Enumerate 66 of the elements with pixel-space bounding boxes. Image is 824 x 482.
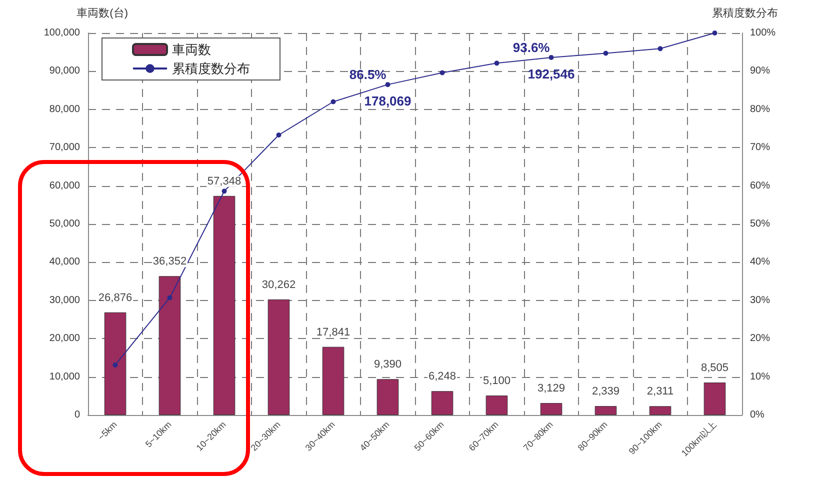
- data-label: 26,876: [98, 292, 132, 304]
- data-label: 2,339: [592, 386, 620, 398]
- y-tick-label: 80,000: [49, 104, 80, 115]
- y-tick-label: 20,000: [49, 333, 80, 344]
- y-tick-label: 60,000: [49, 180, 80, 192]
- data-label: 93.6%: [512, 40, 550, 55]
- point: [548, 54, 554, 60]
- y2-tick-label: 90%: [750, 66, 770, 77]
- bar: [376, 379, 399, 415]
- point: [603, 50, 608, 56]
- y2-tick-label: 20%: [750, 333, 770, 344]
- y2-tick-label: 0%: [750, 410, 765, 420]
- bar: [158, 276, 181, 415]
- data-label: 57,348: [207, 175, 242, 188]
- legend-label: 車両数: [172, 42, 211, 57]
- y-axis-title: 車両数(台): [76, 6, 128, 20]
- point: [494, 60, 500, 66]
- bar: [649, 406, 672, 415]
- bar: [104, 312, 126, 415]
- bar: [594, 406, 617, 415]
- y2-tick-label: 60%: [750, 180, 770, 192]
- bar: [431, 391, 454, 415]
- data-label: 30,262: [262, 278, 296, 291]
- data-label: 86.5%: [349, 67, 387, 82]
- data-label: 6,248: [428, 370, 456, 383]
- y2-tick-label: 100%: [750, 28, 776, 38]
- y2-tick-label: 10%: [750, 371, 770, 382]
- bar: [268, 299, 290, 415]
- y-tick-label: 70,000: [49, 142, 80, 154]
- data-label: 17,841: [316, 326, 350, 338]
- data-label: 9,390: [374, 358, 402, 371]
- legend-label: 累積度数分布: [172, 61, 250, 76]
- y2-tick-label: 70%: [750, 142, 770, 154]
- point: [385, 82, 390, 88]
- point: [658, 46, 663, 52]
- annotation: 178,069: [364, 94, 412, 109]
- bar: [213, 196, 236, 415]
- data-label: 36,352: [152, 256, 187, 268]
- y-tick-label: 40,000: [49, 256, 80, 268]
- point: [112, 362, 118, 368]
- y2-axis-title: 累積度数分布: [712, 6, 778, 20]
- data-label: 3,129: [537, 382, 566, 395]
- point: [330, 99, 336, 104]
- y2-tick-label: 50%: [750, 218, 770, 230]
- point: [167, 295, 172, 300]
- point: [276, 132, 282, 138]
- y2-tick-label: 40%: [750, 256, 770, 268]
- y-tick-label: 10,000: [49, 371, 80, 382]
- data-label: 2,311: [646, 386, 674, 398]
- bar: [704, 382, 726, 415]
- point: [440, 70, 445, 76]
- y-tick-label: 30,000: [49, 294, 80, 306]
- y-tick-label: 50,000: [49, 218, 80, 230]
- y-tick-label: 100,000: [44, 28, 80, 38]
- y2-tick-label: 30%: [750, 294, 770, 306]
- point: [222, 188, 227, 194]
- y-tick-label: 90,000: [49, 66, 80, 77]
- y2-tick-label: 80%: [750, 104, 770, 115]
- bar: [486, 396, 508, 415]
- bar: [322, 346, 344, 415]
- y-tick-label: 0: [74, 410, 80, 420]
- data-label: 8,505: [700, 362, 729, 374]
- annotation: 192,546: [528, 66, 575, 82]
- data-label: 5,100: [482, 375, 511, 388]
- point: [712, 30, 718, 36]
- bar: [540, 403, 562, 415]
